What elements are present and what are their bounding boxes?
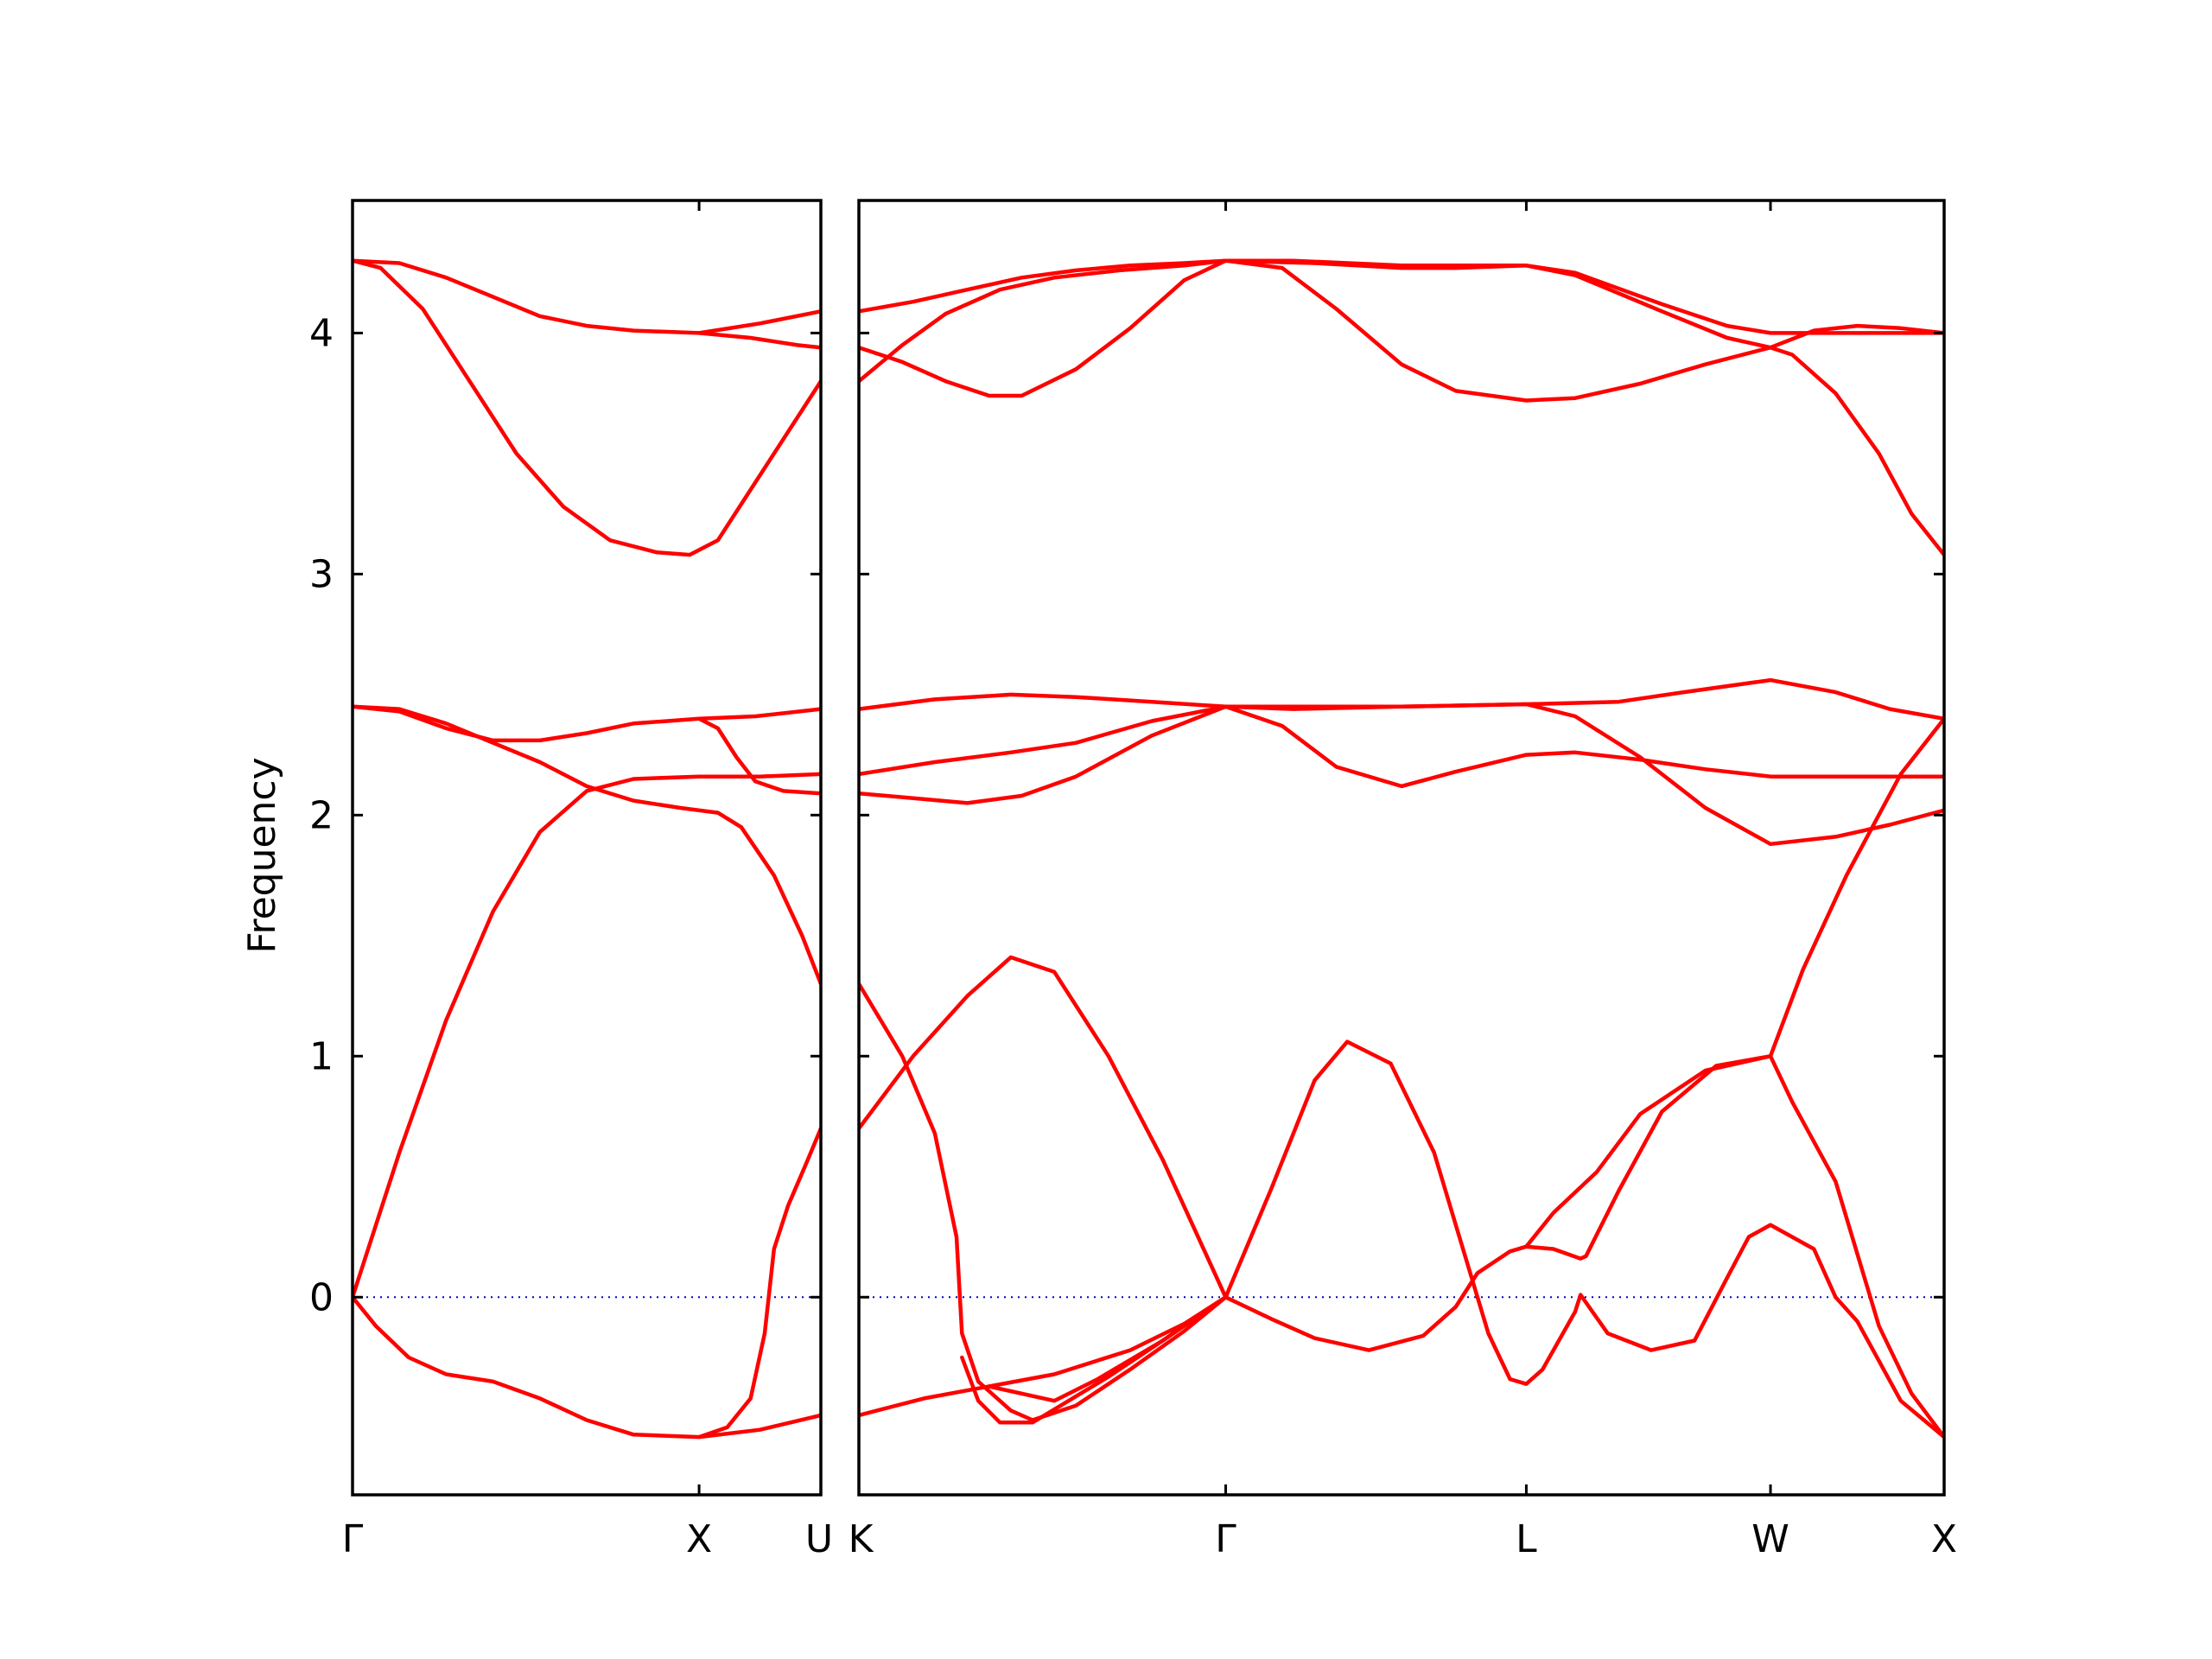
y-tick-label: 2 <box>309 793 334 837</box>
band-line-2 <box>353 258 821 557</box>
band-line-8 <box>353 1295 821 1440</box>
band-line-11 <box>1524 1054 1944 1440</box>
band-line-8 <box>859 955 1944 1440</box>
bands <box>859 258 1944 1440</box>
band-line-3 <box>859 258 1944 398</box>
band-line-6 <box>859 704 1944 805</box>
y-tick-label: 0 <box>309 1275 334 1319</box>
band-line-6 <box>353 772 821 1300</box>
band-line-1 <box>353 258 821 335</box>
x-tick-label: X <box>686 1517 712 1561</box>
x-tick-label: U <box>805 1517 833 1561</box>
band-line-2 <box>859 258 1944 557</box>
panel-gamma-x-u: 0 1 2 3 4 Γ X U <box>309 199 833 1561</box>
band-line-1 <box>859 258 1944 335</box>
plot-frame <box>857 199 1946 1497</box>
plot-frame <box>351 199 823 1497</box>
y-axis-label: Frequency <box>240 757 284 953</box>
band-line-4 <box>859 677 1944 721</box>
band-line-5 <box>353 704 821 986</box>
x-tick-label: K <box>849 1517 874 1561</box>
x-tick-label: W <box>1751 1517 1789 1561</box>
band-line-3 <box>696 331 821 350</box>
x-tick-label: Γ <box>342 1517 364 1561</box>
y-tick-label: 4 <box>309 311 334 355</box>
y-tick-label: 1 <box>309 1034 334 1078</box>
band-line-7 <box>859 716 1944 1422</box>
band-line-4 <box>353 704 821 743</box>
band-line-10 <box>987 1295 1228 1403</box>
y-tick-label: 3 <box>309 552 334 596</box>
band-line-9 <box>859 1295 1228 1425</box>
x-tick-label: Γ <box>1215 1517 1236 1561</box>
x-tick-label: X <box>1931 1517 1957 1561</box>
band-line-9 <box>696 1126 821 1440</box>
x-tick-label: L <box>1516 1517 1537 1561</box>
bands <box>353 258 821 1440</box>
band-line-7 <box>696 716 821 796</box>
band-line-5 <box>859 702 1944 847</box>
